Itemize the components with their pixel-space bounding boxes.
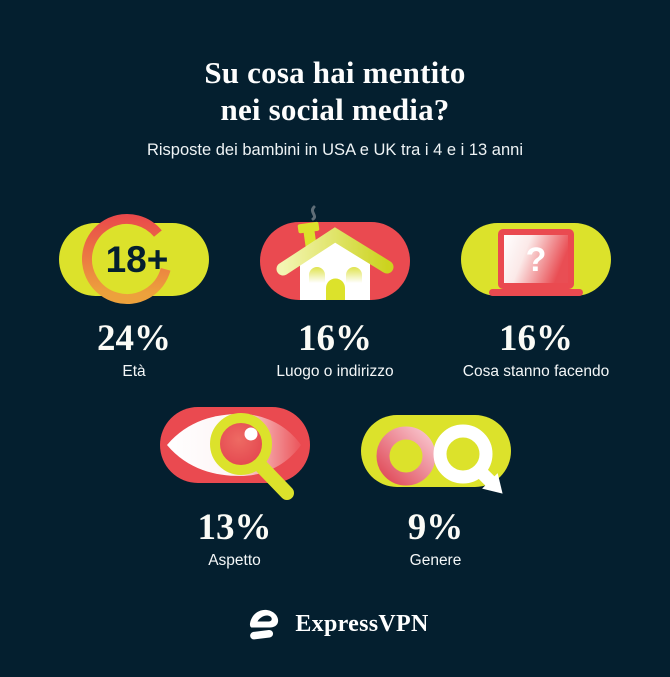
brand-wordmark: ExpressVPN: [295, 610, 429, 637]
header: Su cosa hai mentito nei social media? Ris…: [0, 0, 670, 160]
stats-row-1: 18+ 24% Età: [0, 204, 670, 381]
laptop-question-icon: ?: [436, 204, 637, 314]
eye-magnifier-svg: [159, 407, 310, 500]
house-roof: [276, 227, 394, 276]
lens-highlight: [244, 427, 257, 441]
laptop-screen: [504, 235, 568, 283]
house-svg: [260, 205, 410, 300]
title-line-2: nei social media?: [220, 92, 450, 127]
age-18plus-icon: 18+: [34, 204, 235, 314]
male-symbol: [433, 424, 503, 494]
magnifier-handle: [252, 458, 294, 500]
stat-card-luogo: 16% Luogo o indirizzo: [235, 204, 436, 381]
expressvpn-logo-icon: [250, 609, 279, 640]
house-window-left: [309, 267, 325, 283]
stat-percent: 16%: [298, 318, 372, 359]
page-title: Su cosa hai mentito nei social media?: [0, 54, 670, 128]
male-arrow: [474, 466, 503, 494]
stats-row-2: 13% Aspetto: [0, 393, 670, 570]
footer-logo: ExpressVPN: [0, 606, 670, 642]
stat-percent: 16%: [499, 318, 573, 359]
laptop-base: [489, 289, 583, 296]
stat-card-aspetto: 13% Aspetto: [134, 393, 335, 570]
chimney-smoke: [310, 205, 317, 221]
stat-label: Luogo o indirizzo: [276, 363, 394, 380]
age-18plus-svg: 18+: [59, 214, 209, 304]
title-line-1: Su cosa hai mentito: [204, 55, 466, 90]
stat-label: Genere: [409, 552, 462, 569]
stat-card-genere: 9% Genere: [335, 393, 536, 570]
house-body: [300, 241, 370, 300]
stat-card-cosa-fanno: ? 16% Cosa stanno facendo: [436, 204, 637, 381]
stat-percent: 24%: [97, 318, 171, 359]
stat-label: Aspetto: [208, 552, 261, 569]
eye-magnifier-icon: [134, 393, 335, 503]
stat-percent: 13%: [197, 507, 272, 548]
question-mark: ?: [526, 241, 547, 279]
gender-symbols-icon: [335, 393, 536, 503]
stat-card-eta: 18+ 24% Età: [34, 204, 235, 381]
page-subtitle: Risposte dei bambini in USA e UK tra i 4…: [146, 141, 524, 159]
magnifier-ring: [209, 413, 272, 475]
gender-svg: [360, 402, 511, 494]
house-window-right: [346, 267, 362, 283]
stat-percent: 9%: [407, 507, 464, 548]
stat-label: Cosa stanno facendo: [462, 363, 610, 380]
female-symbol: [376, 402, 435, 486]
house-icon: [235, 204, 436, 314]
badge-18plus-text: 18+: [106, 239, 169, 280]
house-door: [326, 278, 345, 300]
laptop-svg: ?: [461, 223, 611, 296]
stat-label: Età: [122, 363, 146, 380]
